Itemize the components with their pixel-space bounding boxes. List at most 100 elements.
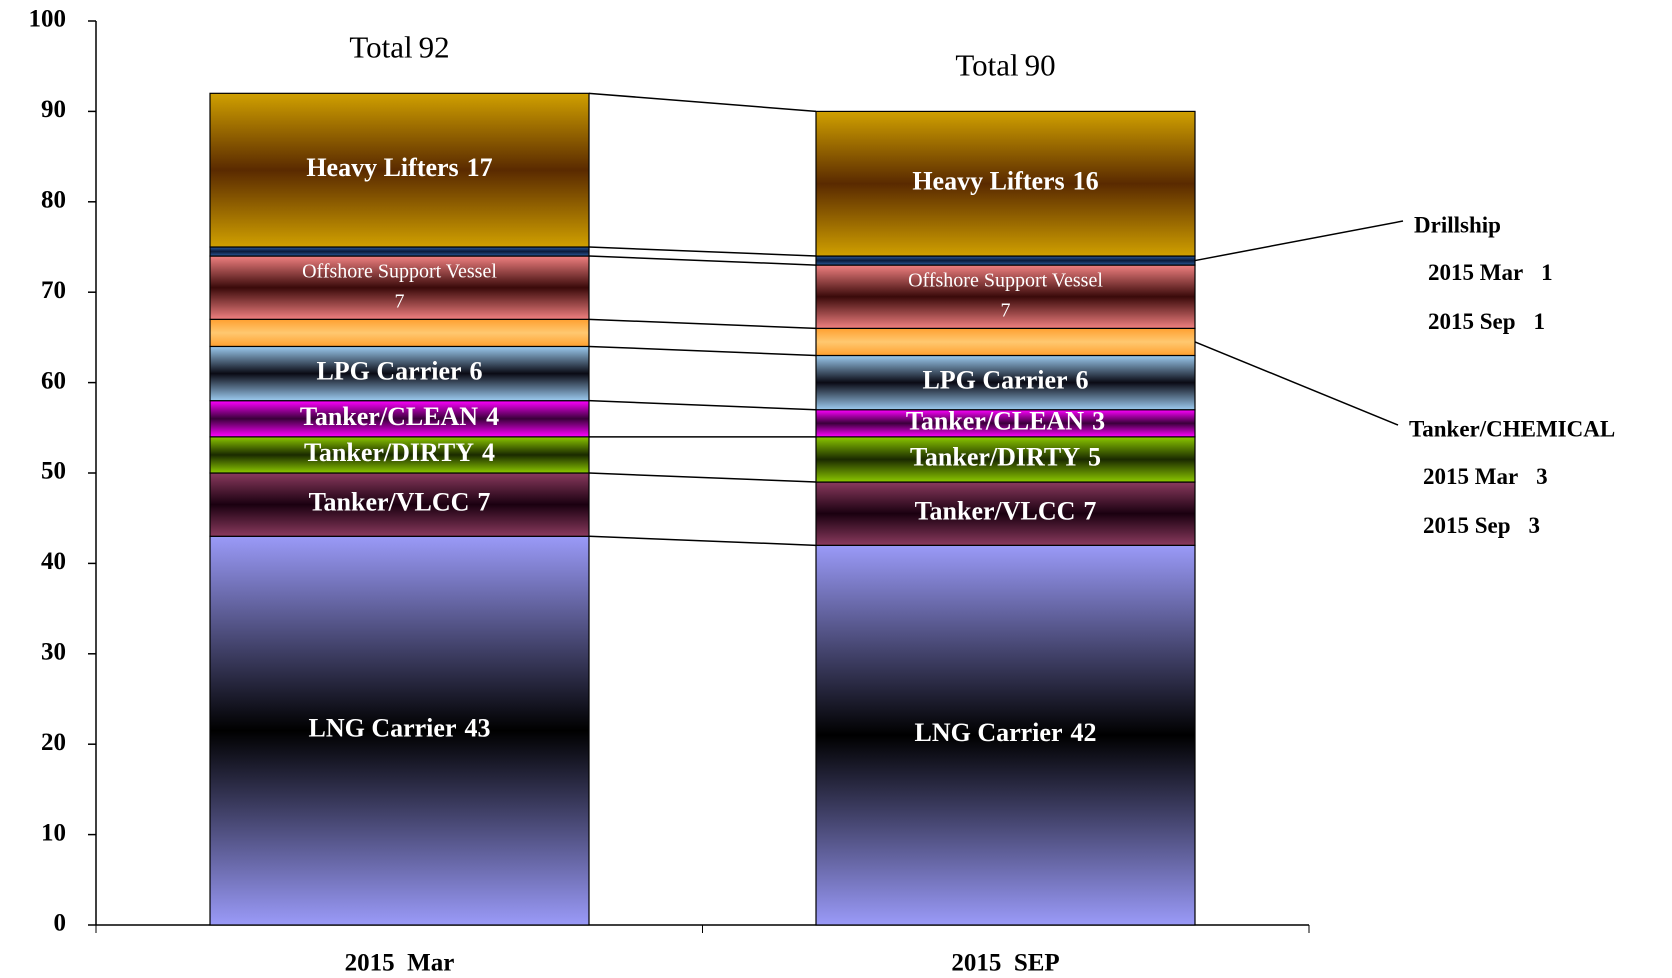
value-label: 7 [1083, 497, 1096, 526]
bar-segment [209, 92, 590, 248]
value-label: 7 [395, 290, 405, 312]
connector [588, 399, 817, 411]
value-label: 42 [1071, 718, 1097, 747]
connector [588, 345, 817, 357]
segment-label: LPG Carrier 6 [316, 357, 482, 386]
y-tick-label: 90 [41, 96, 66, 123]
segment-label: LPG Carrier 6 [922, 366, 1088, 395]
y-tick-label: 50 [41, 458, 66, 485]
y-tick-label: 40 [41, 548, 66, 575]
connector [588, 92, 817, 113]
y-tick-label: 20 [41, 729, 66, 756]
y-tick-label: 30 [41, 639, 66, 666]
segment-label: LNG Carrier 42 [914, 718, 1096, 747]
y-tick-label: 80 [41, 187, 66, 214]
bar-segment [815, 255, 1196, 266]
value-label: 7 [1001, 299, 1011, 321]
value-label: 3 [1092, 406, 1105, 435]
connector [588, 472, 817, 483]
series-name: Tanker/VLCC [915, 497, 1076, 526]
connector [588, 255, 817, 266]
bar-segment [815, 481, 1196, 546]
callout-entry: 2015 Sep 1 [1428, 309, 1545, 334]
callout-name: Tanker/CHEMICAL [1409, 416, 1615, 441]
series-name: LPG Carrier [316, 357, 461, 386]
callout-period: 2015 Sep [1428, 309, 1516, 334]
y-tick-label: 100 [29, 6, 67, 33]
series-name: Tanker/DIRTY [304, 438, 474, 467]
bar-segment [209, 472, 590, 537]
value-label: 6 [470, 357, 483, 386]
callout-period: 2015 Mar [1423, 464, 1518, 489]
segment-label: LNG Carrier 43 [308, 714, 490, 743]
bar-segment [815, 409, 1196, 438]
segment-label: Tanker/DIRTY 4 [304, 438, 495, 467]
bar-segment [209, 246, 590, 257]
bar-segment [815, 354, 1196, 411]
value-label: 3 [1529, 513, 1541, 538]
y-tick-label: 0 [54, 910, 67, 937]
callout-entry: 2015 Sep 3 [1423, 513, 1540, 538]
callout-name: Drillship [1414, 212, 1501, 237]
series-name: Offshore Support Vessel [302, 260, 497, 282]
bar-segment [209, 345, 590, 402]
value-label: 6 [1076, 366, 1089, 395]
value-label: 7 [477, 488, 490, 517]
value-label: 16 [1073, 167, 1099, 196]
connector [588, 246, 817, 257]
bar-segment [209, 535, 590, 926]
connector [588, 535, 817, 547]
x-tick-label: 2015 Mar [345, 950, 455, 977]
bar-segment [209, 436, 590, 474]
series-name: Heavy Lifters [912, 167, 1064, 196]
value-label: 43 [465, 714, 491, 743]
value-label: 1 [1541, 260, 1553, 285]
segment-label: Tanker/CLEAN 4 [300, 402, 499, 431]
callout-period: 2015 Sep [1423, 513, 1511, 538]
total-label: Total 92 [349, 29, 449, 64]
y-tick-label: 60 [41, 367, 66, 394]
segment-label: Heavy Lifters 17 [306, 153, 492, 182]
value-label: 4 [482, 438, 495, 467]
total-text: Total [955, 48, 1018, 83]
callout-line [1194, 220, 1404, 262]
callout-line [1194, 341, 1399, 426]
bar-segment [209, 318, 590, 348]
callout-entry: 2015 Mar 3 [1423, 464, 1548, 489]
bar-segment [815, 110, 1196, 257]
series-name: LNG Carrier [308, 714, 456, 743]
series-name: Heavy Lifters [306, 153, 458, 182]
bar-segment [815, 327, 1196, 357]
series-name: Tanker/CLEAN [906, 406, 1084, 435]
bar-segment [209, 255, 590, 320]
callout-entry: 2015 Mar 1 [1428, 260, 1553, 285]
series-name: Offshore Support Vessel [908, 269, 1103, 291]
bar-segment [815, 544, 1196, 926]
segment-label: Heavy Lifters 16 [912, 167, 1098, 196]
y-tick-label: 70 [41, 277, 66, 304]
segment-label: Tanker/DIRTY 5 [910, 442, 1101, 471]
series-name: LPG Carrier [922, 366, 1067, 395]
value-label: 17 [467, 153, 493, 182]
value-label: 3 [1536, 464, 1548, 489]
total-value: 90 [1025, 48, 1056, 83]
x-tick-label: 2015 SEP [951, 950, 1059, 977]
connector [588, 318, 817, 330]
segment-label: Tanker/VLCC 7 [309, 488, 491, 517]
series-name: LNG Carrier [914, 718, 1062, 747]
value-label: 1 [1534, 309, 1546, 334]
total-text: Total [349, 29, 412, 64]
total-label: Total 90 [955, 48, 1055, 83]
callout-period: 2015 Mar [1428, 260, 1523, 285]
series-name: Tanker/DIRTY [910, 442, 1080, 471]
value-label: 5 [1088, 442, 1101, 471]
bar-segment [815, 264, 1196, 329]
series-name: Tanker/VLCC [309, 488, 470, 517]
segment-label: Tanker/VLCC 7 [915, 497, 1097, 526]
value-label: 4 [486, 402, 499, 431]
series-name: Tanker/CLEAN [300, 402, 478, 431]
total-value: 92 [419, 29, 450, 64]
segment-label: Tanker/CLEAN 3 [906, 406, 1105, 435]
y-tick-label: 10 [41, 819, 66, 846]
